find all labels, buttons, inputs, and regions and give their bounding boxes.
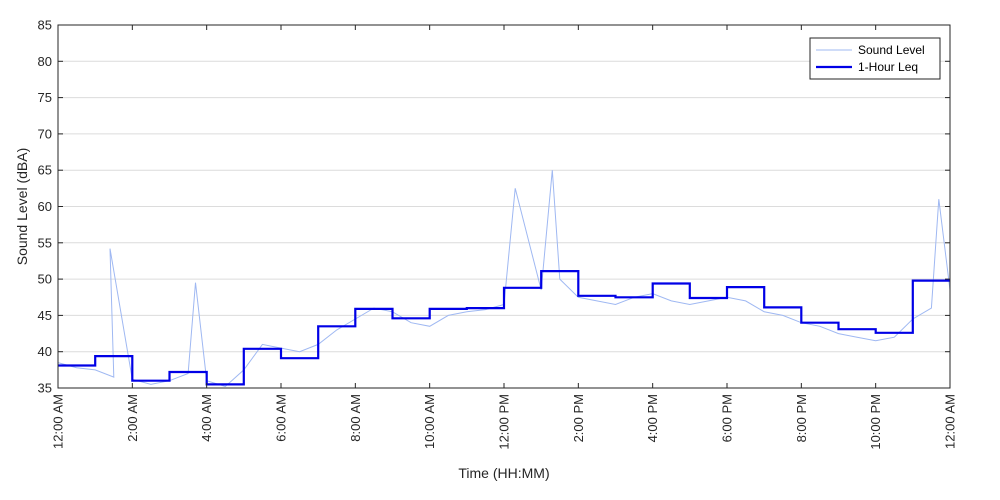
y-axis-label: Sound Level (dBA) bbox=[14, 148, 30, 266]
x-tick-label: 8:00 AM bbox=[348, 394, 363, 442]
y-tick-label: 55 bbox=[38, 235, 52, 250]
y-axis-ticks: 35 40 45 50 55 60 65 70 75 80 85 bbox=[38, 18, 950, 396]
x-tick-label: 4:00 AM bbox=[199, 394, 214, 442]
y-tick-label: 80 bbox=[38, 54, 52, 69]
y-tick-label: 85 bbox=[38, 18, 52, 33]
x-tick-label: 12:00 PM bbox=[497, 394, 512, 450]
y-tick-label: 60 bbox=[38, 199, 52, 214]
x-tick-label: 2:00 PM bbox=[571, 394, 586, 442]
x-axis-label: Time (HH:MM) bbox=[458, 465, 549, 481]
legend-box bbox=[809, 37, 941, 80]
x-tick-label: 12:00 AM bbox=[943, 394, 958, 449]
legend-label-1-hour-leq: 1-Hour Leq bbox=[858, 60, 918, 74]
x-tick-label: 2:00 AM bbox=[125, 394, 140, 442]
x-tick-label: 8:00 PM bbox=[794, 394, 809, 442]
legend-label-sound-level: Sound Level bbox=[858, 43, 925, 57]
x-tick-label: 4:00 PM bbox=[645, 394, 660, 442]
x-tick-label: 6:00 PM bbox=[720, 394, 735, 442]
x-axis-ticks: 12:00 AM 2:00 AM 4:00 AM 6:00 AM 8:00 AM 10:0… bbox=[51, 25, 958, 450]
x-tick-label: 12:00 AM bbox=[51, 394, 66, 449]
x-tick-label: 10:00 PM bbox=[868, 394, 883, 450]
x-tick-label: 6:00 AM bbox=[274, 394, 289, 442]
y-tick-label: 70 bbox=[38, 126, 52, 141]
grid-lines bbox=[58, 60, 950, 353]
y-tick-label: 40 bbox=[38, 344, 52, 359]
series-layer bbox=[57, 170, 951, 388]
y-tick-label: 75 bbox=[38, 90, 52, 105]
legend: Sound Level 1-Hour Leq bbox=[809, 37, 941, 80]
series-line-sound-level bbox=[57, 170, 951, 388]
y-tick-label: 35 bbox=[38, 381, 52, 396]
x-tick-label: 10:00 AM bbox=[422, 394, 437, 449]
y-tick-label: 50 bbox=[38, 272, 52, 287]
y-tick-label: 45 bbox=[38, 308, 52, 323]
series-line-1-hour-leq bbox=[58, 270, 950, 386]
y-tick-label: 65 bbox=[38, 163, 52, 178]
